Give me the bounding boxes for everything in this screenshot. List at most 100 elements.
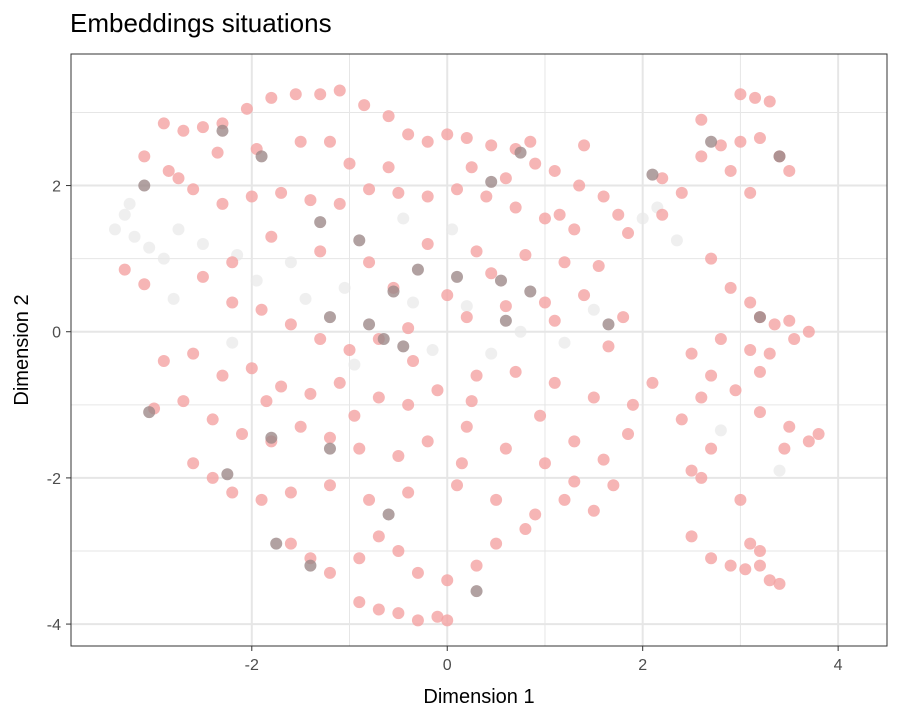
data-point	[372, 603, 385, 616]
x-axis-label: Dimension 1	[423, 686, 534, 708]
data-point	[602, 318, 615, 331]
data-point	[402, 398, 415, 411]
y-axis-label: Dimension 2	[11, 294, 33, 405]
data-point	[753, 559, 766, 572]
data-point	[240, 102, 253, 115]
data-point	[402, 128, 415, 141]
data-point	[724, 281, 737, 294]
data-point	[372, 530, 385, 543]
data-point	[773, 464, 786, 477]
data-point	[265, 91, 278, 104]
data-point	[294, 420, 307, 433]
data-point	[284, 537, 297, 550]
data-point	[421, 238, 434, 251]
data-point	[333, 197, 346, 210]
data-point	[558, 336, 571, 349]
data-point	[763, 574, 776, 587]
data-point	[441, 289, 454, 302]
data-point	[426, 344, 439, 356]
data-point	[753, 365, 766, 378]
data-point	[592, 259, 605, 272]
data-point	[626, 398, 639, 411]
data-point	[353, 596, 366, 609]
data-point	[411, 263, 424, 276]
data-point	[714, 424, 727, 437]
data-point	[705, 442, 718, 455]
data-point	[538, 296, 551, 309]
data-point	[597, 453, 610, 466]
data-point	[255, 150, 268, 163]
data-point	[538, 212, 551, 225]
data-point	[314, 216, 327, 229]
data-point	[490, 493, 503, 506]
data-point	[783, 164, 796, 177]
data-point	[538, 457, 551, 470]
data-point	[524, 285, 537, 298]
data-point	[167, 292, 180, 305]
data-point	[783, 420, 796, 433]
data-point	[705, 135, 718, 148]
data-point	[255, 493, 268, 506]
data-point	[358, 99, 371, 112]
data-point	[245, 362, 258, 375]
data-point	[108, 223, 121, 236]
data-point	[685, 464, 698, 477]
chart-title: Embeddings situations	[70, 8, 332, 38]
data-point	[196, 121, 209, 134]
data-point	[573, 179, 586, 192]
data-point	[265, 230, 278, 243]
y-tick-label: -2	[47, 471, 61, 488]
data-point	[587, 504, 600, 517]
data-point	[714, 333, 727, 346]
data-point	[455, 457, 468, 470]
data-point	[470, 245, 483, 258]
data-point	[397, 340, 410, 353]
data-point	[548, 314, 561, 327]
data-point	[343, 344, 356, 356]
data-point	[138, 179, 151, 192]
data-point	[490, 537, 503, 550]
data-point	[509, 365, 522, 378]
data-point	[431, 610, 444, 623]
data-point	[734, 88, 747, 101]
data-point	[363, 256, 376, 269]
data-point	[299, 292, 312, 305]
data-point	[250, 274, 263, 287]
data-point	[177, 124, 190, 137]
data-point	[514, 146, 527, 159]
data-point	[724, 164, 737, 177]
data-point	[465, 395, 478, 408]
data-point	[392, 544, 405, 557]
data-point	[568, 475, 581, 488]
data-point	[602, 340, 615, 353]
data-point	[421, 135, 434, 148]
data-point	[568, 435, 581, 448]
data-point	[157, 117, 170, 130]
data-point	[143, 241, 156, 254]
data-point	[607, 479, 620, 492]
data-point	[485, 267, 498, 280]
data-point	[333, 84, 346, 97]
data-point	[187, 347, 200, 360]
data-point	[304, 387, 317, 400]
data-point	[695, 150, 708, 163]
data-point	[226, 296, 239, 309]
data-point	[724, 559, 737, 572]
data-points	[108, 84, 825, 627]
data-point	[783, 314, 796, 327]
data-point	[485, 347, 498, 360]
data-point	[646, 376, 659, 389]
data-point	[670, 234, 683, 247]
data-point	[622, 428, 635, 441]
data-point	[221, 468, 234, 481]
data-point	[460, 300, 473, 313]
data-point	[284, 318, 297, 331]
data-point	[749, 91, 762, 104]
x-tick-label: 0	[443, 657, 452, 674]
data-point	[421, 190, 434, 203]
data-point	[451, 479, 464, 492]
data-point	[421, 435, 434, 448]
data-point	[729, 384, 742, 397]
data-point	[480, 190, 493, 203]
